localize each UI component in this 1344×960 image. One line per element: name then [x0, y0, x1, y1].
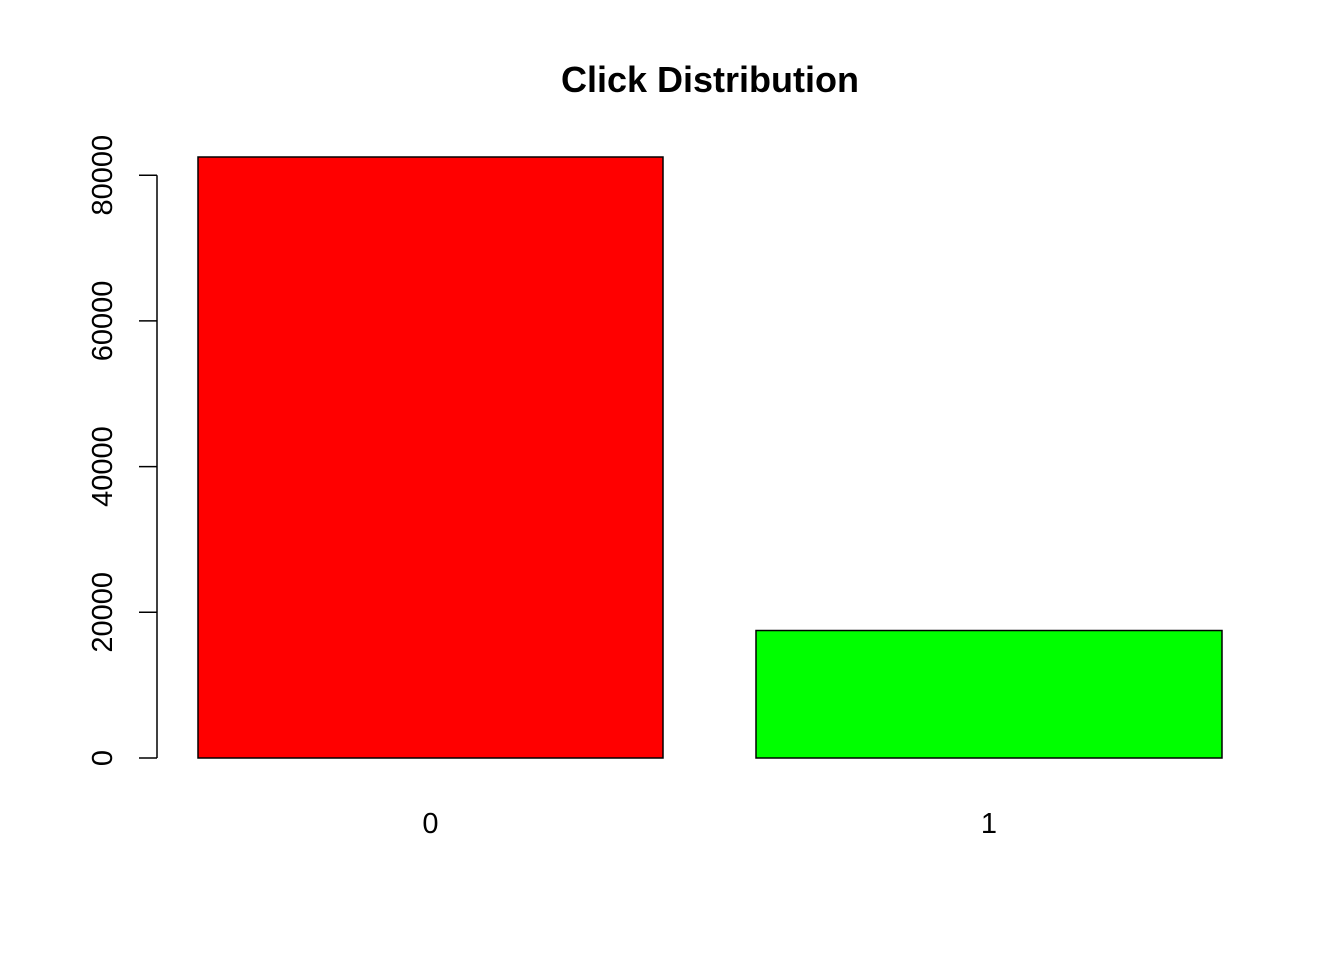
y-tick-label: 60000 — [87, 281, 119, 362]
y-axis: 0 20000 40000 60000 80000 — [87, 135, 158, 766]
y-tick-label: 80000 — [87, 135, 119, 216]
y-tick-label: 20000 — [87, 572, 119, 653]
x-tick-label: 1 — [981, 808, 997, 840]
x-tick-label: 0 — [422, 808, 438, 840]
bars-group — [197, 156, 1223, 759]
y-tick-label: 40000 — [87, 426, 119, 507]
y-tick-label: 0 — [87, 750, 119, 766]
chart-title: Click Distribution — [561, 59, 859, 100]
bar-0 — [197, 156, 664, 759]
bar-1 — [755, 629, 1223, 759]
